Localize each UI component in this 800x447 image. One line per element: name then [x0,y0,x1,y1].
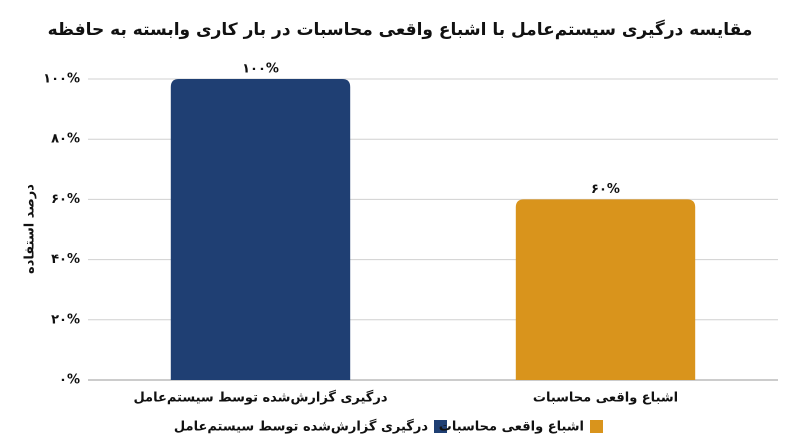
legend-label: درگیری گزارش‌شده توسط سیستم‌عامل [174,419,428,435]
legend-label: اشباع واقعی محاسبات [439,420,584,435]
y-axis-label: درصد استفاده [23,184,38,274]
y-tick-label: ۲۰% [51,312,80,327]
bar [515,199,696,380]
data-label: ۱۰۰% [242,62,279,77]
y-tick-label: ۱۰۰% [43,72,80,87]
x-tick-label: درگیری گزارش‌شده توسط سیستم‌عامل [133,390,387,406]
legend-swatch [434,420,447,433]
chart-title: مقایسه درگیری سیستم‌عامل با اشباع واقعی … [48,19,753,40]
y-tick-label: ۶۰% [51,192,80,207]
y-tick-label: ۸۰% [51,132,80,147]
bar [170,79,351,380]
y-tick-label: ۰% [59,373,80,388]
legend-swatch [590,420,603,433]
y-tick-label: ۴۰% [51,252,80,267]
x-tick-label: اشباع واقعی محاسبات [533,391,678,406]
data-label: ۶۰% [591,182,620,197]
